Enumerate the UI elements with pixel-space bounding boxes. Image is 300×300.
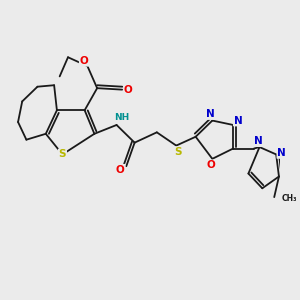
Text: NH: NH [114, 113, 129, 122]
Text: S: S [59, 149, 66, 159]
Text: O: O [116, 165, 124, 175]
Text: O: O [80, 56, 88, 66]
Text: N: N [206, 109, 214, 119]
Text: O: O [124, 85, 133, 94]
Text: N: N [234, 116, 242, 126]
Text: CH₃: CH₃ [282, 194, 298, 203]
Text: N: N [254, 136, 262, 146]
Text: S: S [175, 147, 182, 157]
Text: O: O [207, 160, 215, 170]
Text: N: N [277, 148, 286, 158]
